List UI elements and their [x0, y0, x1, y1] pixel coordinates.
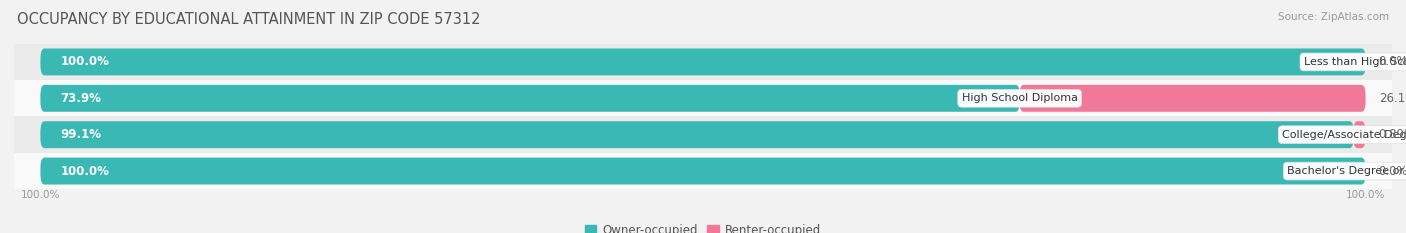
Text: 100.0%: 100.0%: [60, 164, 110, 178]
FancyBboxPatch shape: [41, 158, 1365, 185]
Text: 73.9%: 73.9%: [60, 92, 101, 105]
FancyBboxPatch shape: [14, 116, 1392, 153]
Text: 99.1%: 99.1%: [60, 128, 101, 141]
FancyBboxPatch shape: [41, 48, 1365, 75]
FancyBboxPatch shape: [14, 44, 1392, 80]
Text: OCCUPANCY BY EDUCATIONAL ATTAINMENT IN ZIP CODE 57312: OCCUPANCY BY EDUCATIONAL ATTAINMENT IN Z…: [17, 12, 481, 27]
Text: Less than High School: Less than High School: [1303, 57, 1406, 67]
FancyBboxPatch shape: [1019, 85, 1365, 112]
FancyBboxPatch shape: [1354, 121, 1365, 148]
Text: Source: ZipAtlas.com: Source: ZipAtlas.com: [1278, 12, 1389, 22]
Text: High School Diploma: High School Diploma: [962, 93, 1077, 103]
Text: 100.0%: 100.0%: [21, 190, 60, 200]
FancyBboxPatch shape: [41, 121, 1354, 148]
Text: 100.0%: 100.0%: [60, 55, 110, 69]
FancyBboxPatch shape: [14, 80, 1392, 116]
Text: 0.0%: 0.0%: [1379, 55, 1406, 69]
Text: 100.0%: 100.0%: [1346, 190, 1385, 200]
FancyBboxPatch shape: [41, 85, 1019, 112]
FancyBboxPatch shape: [14, 153, 1392, 189]
Legend: Owner-occupied, Renter-occupied: Owner-occupied, Renter-occupied: [579, 219, 827, 233]
Text: College/Associate Degree: College/Associate Degree: [1282, 130, 1406, 140]
Text: Bachelor's Degree or higher: Bachelor's Degree or higher: [1286, 166, 1406, 176]
Text: 0.89%: 0.89%: [1378, 128, 1406, 141]
Text: 26.1%: 26.1%: [1379, 92, 1406, 105]
Text: 0.0%: 0.0%: [1379, 164, 1406, 178]
